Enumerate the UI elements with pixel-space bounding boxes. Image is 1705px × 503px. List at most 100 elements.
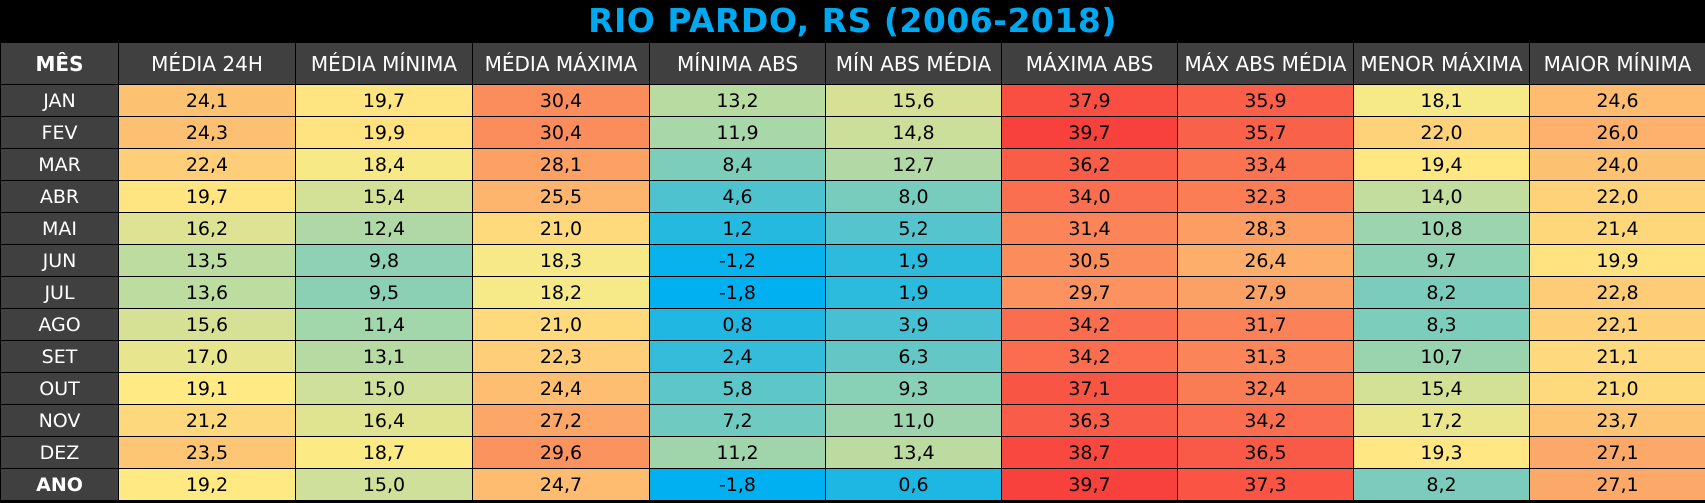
- table-row: JUL 13,6 9,5 18,2 -1,8 1,9 29,7 27,9 8,2 22,8: [0, 276, 1705, 309]
- data-cell: 18,3: [472, 244, 650, 277]
- data-cell: 9,3: [825, 372, 1002, 405]
- data-cell: 23,5: [118, 436, 296, 469]
- data-cell: 22,4: [118, 148, 296, 181]
- data-cell: 24,4: [472, 372, 650, 405]
- data-cell: 35,7: [1177, 116, 1354, 149]
- data-cell: 30,5: [1001, 244, 1178, 277]
- data-cell: 10,7: [1353, 340, 1530, 373]
- row-label: FEV: [0, 116, 119, 149]
- column-header: MAIOR MÍNIMA: [1529, 42, 1705, 85]
- row-label: JUL: [0, 276, 119, 309]
- row-label: MAI: [0, 212, 119, 245]
- data-cell: -1,8: [649, 468, 826, 501]
- data-cell: 17,2: [1353, 404, 1530, 437]
- page-title: RIO PARDO, RS (2006-2018): [588, 1, 1117, 40]
- data-cell: 13,1: [295, 340, 473, 373]
- data-cell: 26,4: [1177, 244, 1354, 277]
- table-body: JAN 24,1 19,7 30,4 13,2 15,6 37,9 35,9 18,1 24,6 F…: [0, 84, 1705, 501]
- row-label: JAN: [0, 84, 119, 117]
- data-cell: 0,6: [825, 468, 1002, 501]
- data-cell: 7,2: [649, 404, 826, 437]
- data-cell: 37,1: [1001, 372, 1178, 405]
- data-cell: 17,0: [118, 340, 296, 373]
- data-cell: 9,8: [295, 244, 473, 277]
- data-cell: 29,6: [472, 436, 650, 469]
- data-cell: 14,8: [825, 116, 1002, 149]
- data-cell: 12,7: [825, 148, 1002, 181]
- row-label: DEZ: [0, 436, 119, 469]
- data-cell: 31,7: [1177, 308, 1354, 341]
- data-cell: 19,9: [295, 116, 473, 149]
- data-cell: 8,2: [1353, 468, 1530, 501]
- data-cell: 5,8: [649, 372, 826, 405]
- data-cell: 9,5: [295, 276, 473, 309]
- data-cell: 24,1: [118, 84, 296, 117]
- data-cell: 10,8: [1353, 212, 1530, 245]
- data-cell: 31,4: [1001, 212, 1178, 245]
- column-header: MENOR MÁXIMA: [1353, 42, 1530, 85]
- data-cell: 39,7: [1001, 116, 1178, 149]
- data-cell: 1,9: [825, 276, 1002, 309]
- data-cell: 22,1: [1529, 308, 1705, 341]
- data-cell: 21,0: [1529, 372, 1705, 405]
- data-cell: 37,9: [1001, 84, 1178, 117]
- row-label: AGO: [0, 308, 119, 341]
- data-cell: 30,4: [472, 84, 650, 117]
- data-cell: 27,1: [1529, 436, 1705, 469]
- data-cell: 21,4: [1529, 212, 1705, 245]
- column-header: MÁXIMA ABS: [1001, 42, 1178, 85]
- data-cell: 21,1: [1529, 340, 1705, 373]
- table-row: AGO 15,6 11,4 21,0 0,8 3,9 34,2 31,7 8,3 22,1: [0, 308, 1705, 341]
- data-cell: 36,5: [1177, 436, 1354, 469]
- data-cell: 24,7: [472, 468, 650, 501]
- data-cell: 1,9: [825, 244, 1002, 277]
- data-cell: 8,4: [649, 148, 826, 181]
- data-cell: 36,3: [1001, 404, 1178, 437]
- row-label: OUT: [0, 372, 119, 405]
- table-row: ABR 19,7 15,4 25,5 4,6 8,0 34,0 32,3 14,0 22,0: [0, 180, 1705, 213]
- data-cell: 2,4: [649, 340, 826, 373]
- data-cell: 36,2: [1001, 148, 1178, 181]
- column-header: MÉDIA MÍNIMA: [295, 42, 473, 85]
- table-row: FEV 24,3 19,9 30,4 11,9 14,8 39,7 35,7 22,0 26,0: [0, 116, 1705, 149]
- table-row: JAN 24,1 19,7 30,4 13,2 15,6 37,9 35,9 18,1 24,6: [0, 84, 1705, 117]
- table-row: MAI 16,2 12,4 21,0 1,2 5,2 31,4 28,3 10,8 21,4: [0, 212, 1705, 245]
- data-cell: 21,0: [472, 308, 650, 341]
- data-cell: 34,0: [1001, 180, 1178, 213]
- data-cell: 23,7: [1529, 404, 1705, 437]
- data-cell: 24,3: [118, 116, 296, 149]
- data-cell: 29,7: [1001, 276, 1178, 309]
- data-cell: 5,2: [825, 212, 1002, 245]
- data-cell: 22,0: [1353, 116, 1530, 149]
- table-row: SET 17,0 13,1 22,3 2,4 6,3 34,2 31,3 10,7 21,1: [0, 340, 1705, 373]
- data-cell: 19,4: [1353, 148, 1530, 181]
- data-cell: 13,6: [118, 276, 296, 309]
- row-label: ANO: [0, 468, 119, 501]
- data-cell: 32,3: [1177, 180, 1354, 213]
- data-cell: 13,4: [825, 436, 1002, 469]
- data-cell: 35,9: [1177, 84, 1354, 117]
- climate-table: MÊS MÉDIA 24H MÉDIA MÍNIMA MÉDIA MÁXIMA MÍNI…: [0, 42, 1705, 501]
- data-cell: 16,4: [295, 404, 473, 437]
- row-label: ABR: [0, 180, 119, 213]
- data-cell: 22,8: [1529, 276, 1705, 309]
- data-cell: 28,1: [472, 148, 650, 181]
- data-cell: 15,6: [118, 308, 296, 341]
- column-header: MÉDIA 24H: [118, 42, 296, 85]
- data-cell: 26,0: [1529, 116, 1705, 149]
- data-cell: 8,2: [1353, 276, 1530, 309]
- data-cell: 34,2: [1001, 340, 1178, 373]
- data-cell: 18,7: [295, 436, 473, 469]
- table-row: OUT 19,1 15,0 24,4 5,8 9,3 37,1 32,4 15,4 21,0: [0, 372, 1705, 405]
- data-cell: -1,2: [649, 244, 826, 277]
- data-cell: 34,2: [1177, 404, 1354, 437]
- column-header-mes: MÊS: [0, 42, 119, 85]
- table-row: MAR 22,4 18,4 28,1 8,4 12,7 36,2 33,4 19,4 24,0: [0, 148, 1705, 181]
- data-cell: 39,7: [1001, 468, 1178, 501]
- data-cell: 38,7: [1001, 436, 1178, 469]
- data-cell: 22,3: [472, 340, 650, 373]
- row-label: NOV: [0, 404, 119, 437]
- data-cell: 24,0: [1529, 148, 1705, 181]
- data-cell: 15,6: [825, 84, 1002, 117]
- data-cell: 0,8: [649, 308, 826, 341]
